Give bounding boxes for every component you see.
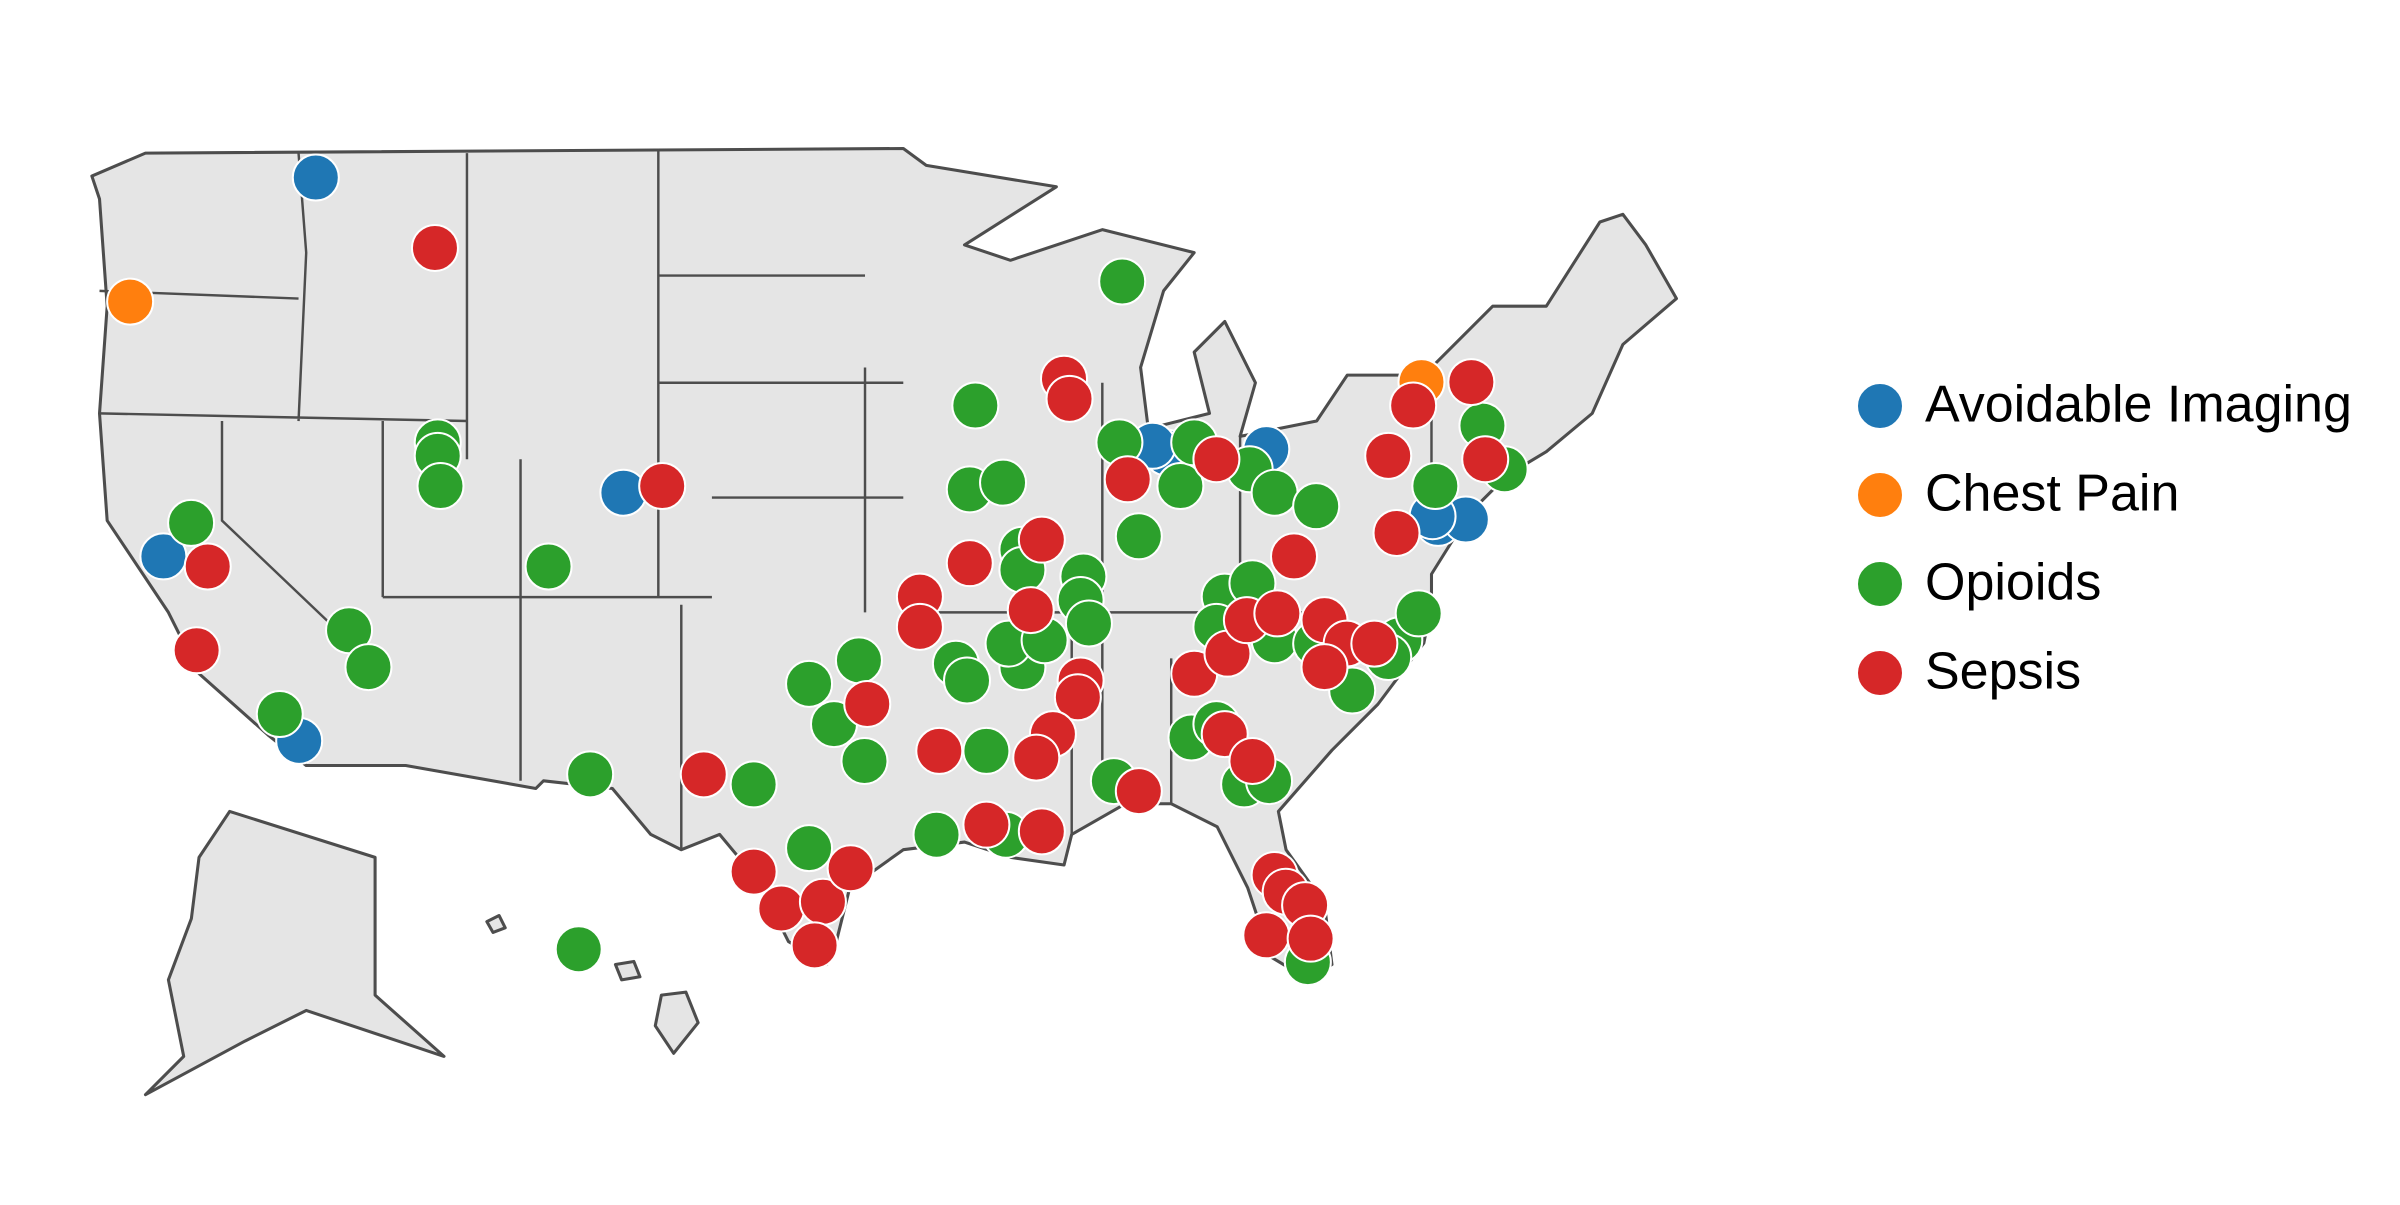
point: [566, 750, 615, 799]
point: [344, 643, 393, 692]
point: [962, 726, 1011, 775]
point: [1461, 435, 1510, 484]
point: [979, 458, 1028, 507]
point: [1114, 767, 1163, 816]
point: [1114, 512, 1163, 561]
point: [1045, 374, 1094, 423]
point: [945, 539, 994, 588]
point: [1286, 914, 1335, 963]
point: [1250, 468, 1299, 517]
point: [1012, 733, 1061, 782]
point: [1364, 431, 1413, 480]
point: [826, 844, 875, 893]
legend-label: Opioids: [1925, 554, 2101, 612]
point: [679, 750, 728, 799]
point: [1394, 589, 1443, 638]
point: [951, 381, 1000, 430]
point: [1300, 643, 1349, 692]
point: [943, 656, 992, 705]
point: [834, 636, 883, 685]
point: [1350, 619, 1399, 668]
point: [962, 800, 1011, 849]
point: [255, 690, 304, 739]
point: [1228, 736, 1277, 785]
point: [785, 659, 834, 708]
point: [1053, 673, 1102, 722]
alaska: [143, 809, 446, 1097]
point: [1242, 911, 1291, 960]
legend-swatch: [1856, 382, 1904, 430]
point: [895, 602, 944, 651]
point: [1372, 508, 1421, 557]
point: [790, 921, 839, 970]
point: [172, 626, 221, 675]
point: [843, 679, 892, 728]
point: [416, 462, 465, 511]
point: [757, 884, 806, 933]
point: [1103, 455, 1152, 504]
legend-label: Sepsis: [1925, 643, 2081, 701]
point: [524, 542, 573, 591]
point: [729, 847, 778, 896]
point: [1253, 589, 1302, 638]
legend-swatch: [1856, 649, 1904, 697]
point: [1270, 532, 1319, 581]
legend-swatch: [1856, 471, 1904, 519]
legend-label: Avoidable Imaging: [1925, 376, 2352, 434]
point: [785, 824, 834, 873]
legend-label: Chest Pain: [1925, 465, 2179, 523]
point: [915, 726, 964, 775]
point: [1447, 358, 1496, 407]
point: [1064, 599, 1113, 648]
points-layer: [106, 153, 1529, 987]
point: [410, 223, 459, 272]
point: [183, 542, 232, 591]
point: [1411, 462, 1460, 511]
legend: Avoidable Imaging Chest Pain Opioids Sepsis: [1856, 376, 2352, 701]
point: [167, 498, 216, 547]
point: [1017, 807, 1066, 856]
point: [912, 810, 961, 859]
point: [1098, 257, 1147, 306]
point: [106, 277, 155, 326]
point: [1017, 515, 1066, 564]
point: [291, 153, 340, 202]
point: [554, 925, 603, 974]
point: [729, 760, 778, 809]
point: [1156, 462, 1205, 511]
point: [840, 736, 889, 785]
point: [1192, 435, 1241, 484]
point: [1292, 482, 1341, 531]
point: [1006, 586, 1055, 635]
point: [638, 462, 687, 511]
point: [1389, 381, 1438, 430]
legend-swatch: [1856, 560, 1904, 608]
